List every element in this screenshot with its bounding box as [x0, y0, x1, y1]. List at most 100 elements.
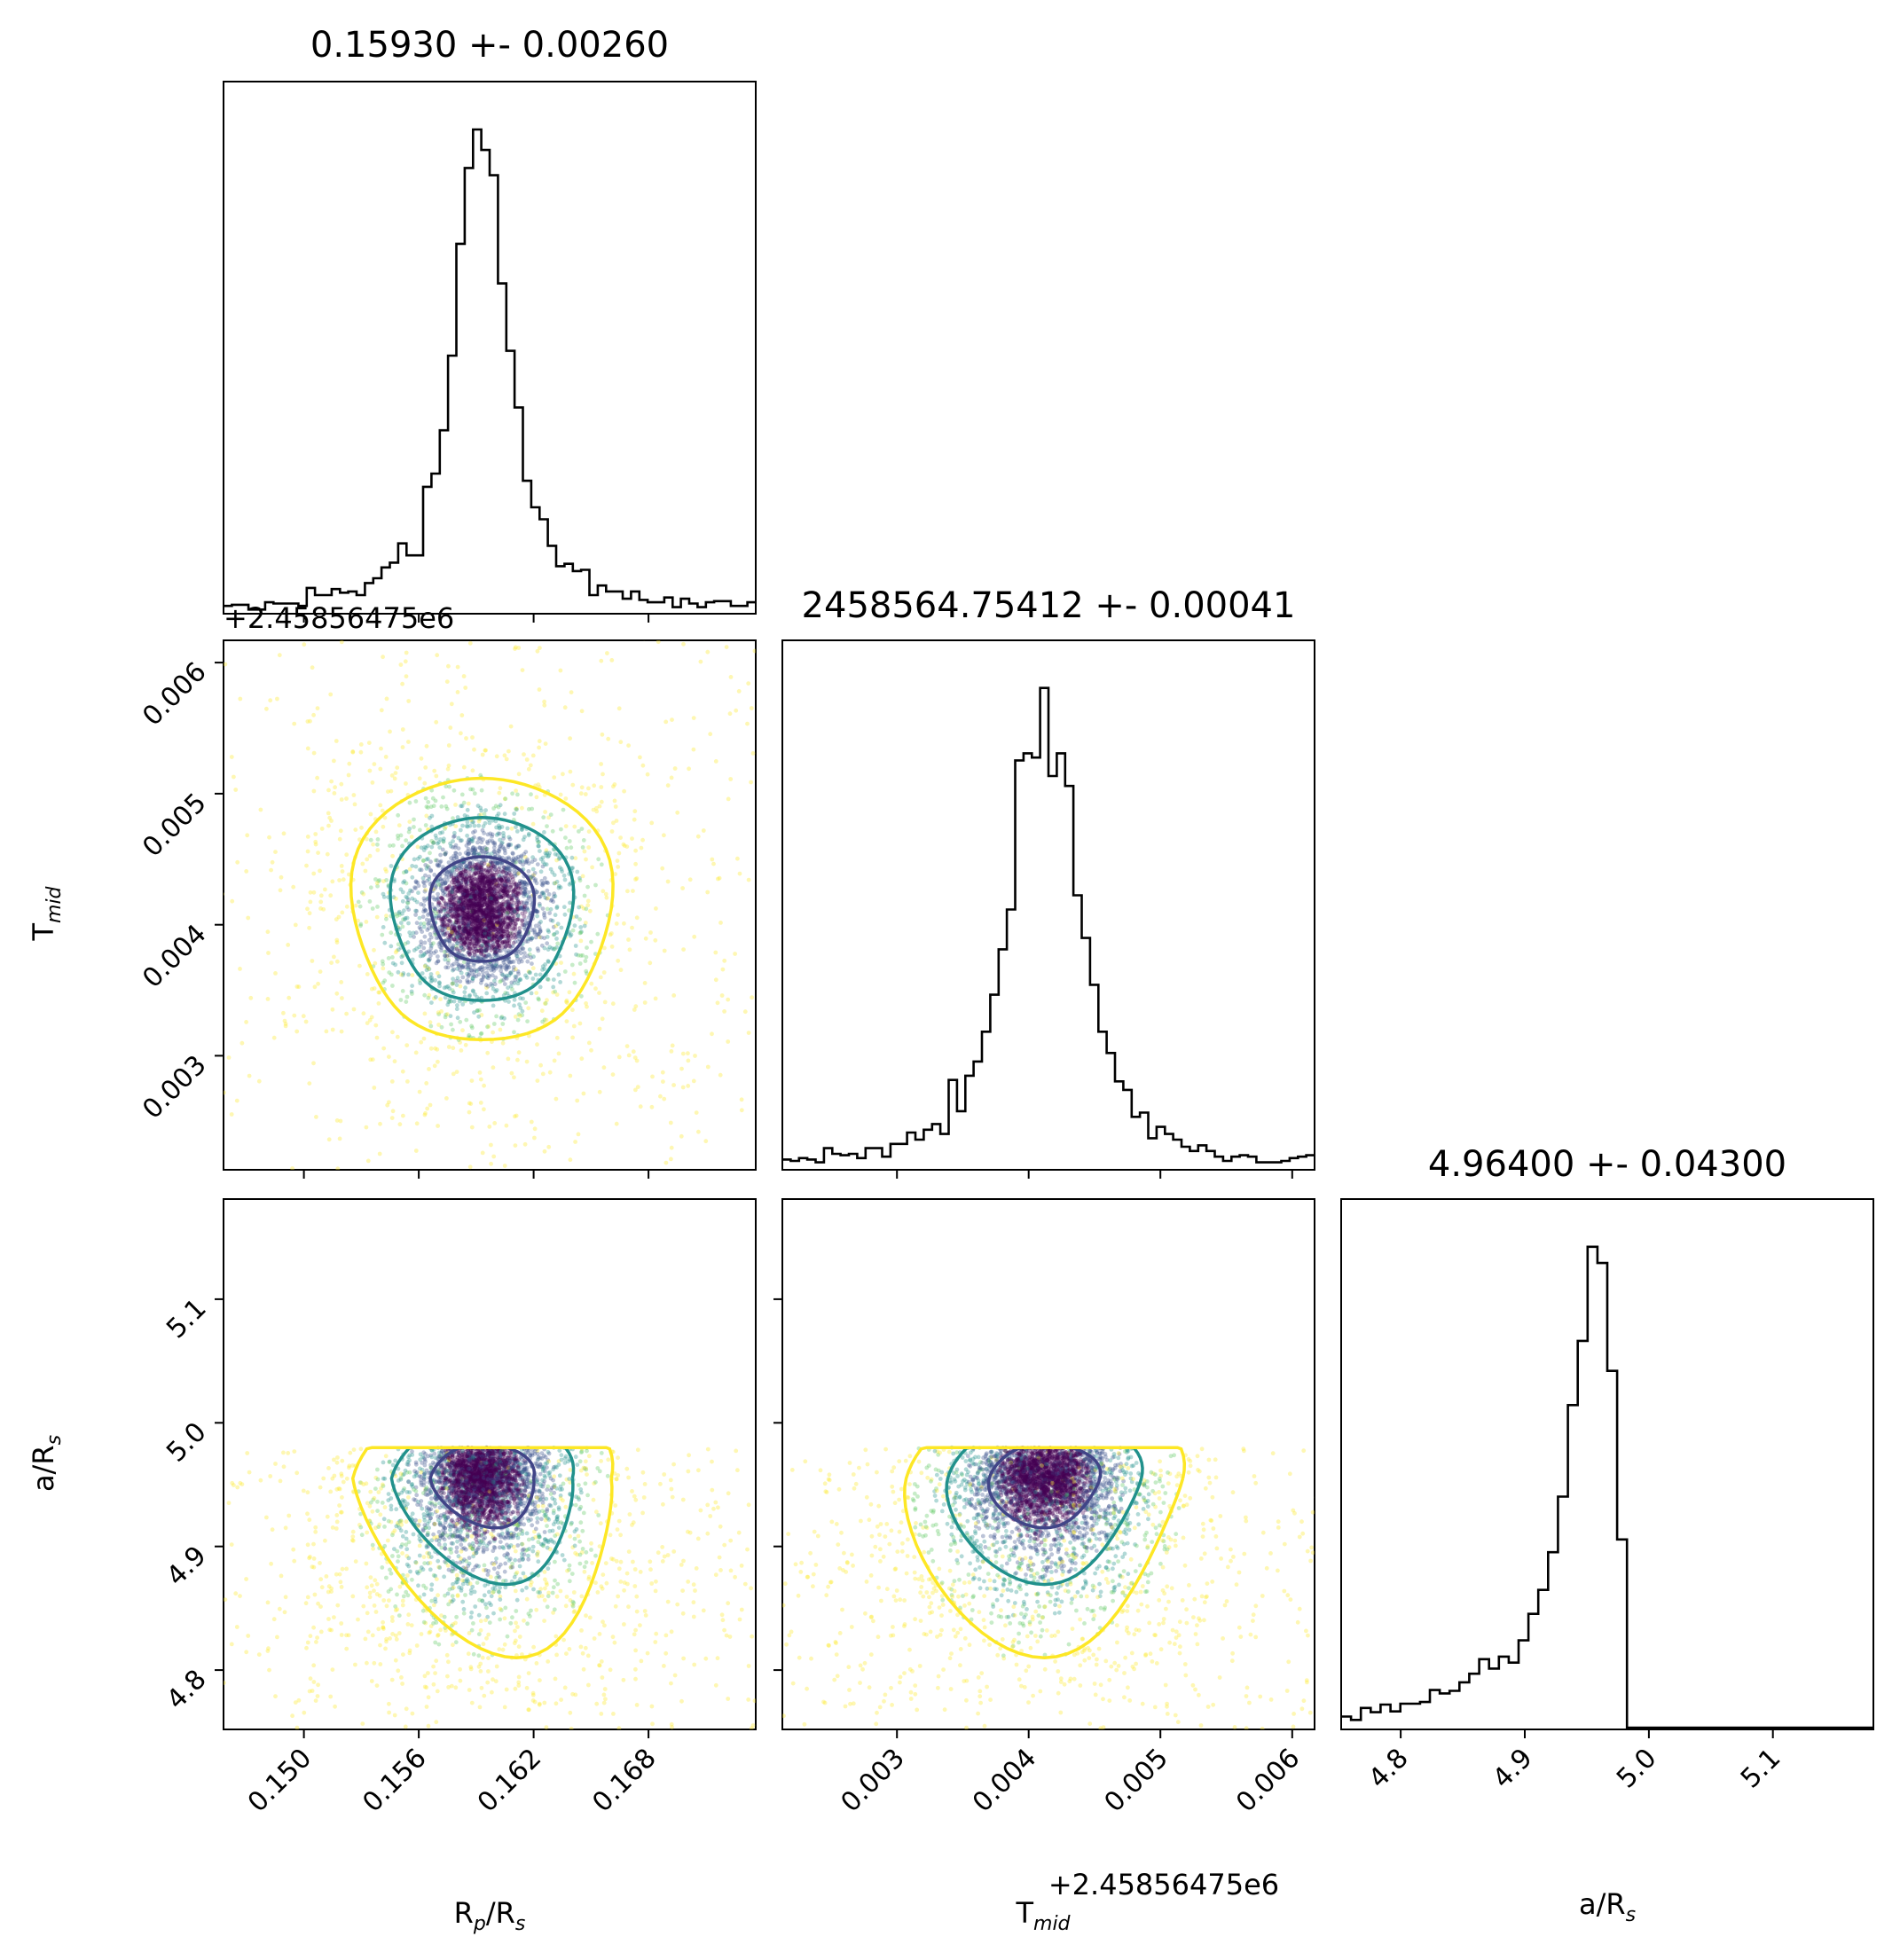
sample-point	[466, 905, 471, 910]
sample-point	[420, 875, 426, 881]
sample-point	[496, 913, 500, 919]
sample-point	[634, 1058, 640, 1063]
sample-point	[508, 906, 514, 911]
sample-point	[337, 878, 342, 882]
sample-point	[499, 868, 504, 874]
sample-point	[334, 940, 340, 945]
sample-point	[497, 911, 502, 916]
sample-point	[463, 686, 468, 690]
sample-point	[488, 906, 493, 912]
sample-point	[475, 909, 481, 914]
sample-point	[476, 819, 482, 824]
sample-point	[424, 968, 429, 973]
sample-point	[671, 993, 677, 998]
sample-point	[485, 878, 491, 883]
sample-point	[470, 926, 475, 931]
sample-point	[388, 729, 392, 734]
sample-point	[344, 796, 349, 801]
sample-point	[423, 765, 428, 770]
sample-point	[507, 916, 513, 921]
sample-point	[502, 848, 507, 853]
sample-point	[471, 916, 476, 921]
sample-point	[429, 1000, 434, 1005]
sample-point	[506, 933, 511, 938]
sample-point	[542, 699, 546, 704]
sample-point	[506, 935, 511, 940]
sample-point	[356, 899, 361, 905]
sample-point	[513, 919, 517, 923]
sample-point	[376, 879, 381, 884]
sample-point	[432, 1063, 437, 1069]
sample-point	[643, 936, 648, 941]
sample-point	[475, 871, 481, 875]
sample-point	[468, 787, 473, 792]
sample-point	[474, 865, 479, 869]
sample-point	[609, 658, 615, 662]
sample-point	[413, 864, 419, 869]
sample-point	[489, 906, 494, 912]
sample-point	[600, 1675, 605, 1680]
sample-point	[433, 1671, 437, 1675]
sample-point	[506, 906, 511, 911]
sample-point	[433, 978, 437, 983]
sample-point	[485, 926, 491, 931]
sample-point	[376, 1001, 381, 1006]
sample-point	[542, 830, 546, 835]
sample-point	[459, 731, 463, 736]
sample-point	[663, 1160, 669, 1165]
sample-point	[509, 907, 514, 913]
sample-point	[469, 915, 475, 921]
sample-point	[398, 833, 404, 838]
sample-point	[578, 925, 584, 929]
sample-point	[404, 895, 410, 900]
sample-point	[583, 959, 588, 963]
sample-point	[591, 807, 596, 812]
sample-point	[472, 916, 477, 921]
sample-point	[441, 924, 445, 929]
sample-point	[455, 941, 460, 945]
sample-point	[610, 1072, 616, 1077]
sample-point	[480, 882, 485, 888]
sample-point	[410, 992, 414, 996]
sample-point	[422, 883, 427, 889]
sample-point	[520, 827, 524, 832]
sample-point	[483, 939, 487, 945]
sample-point	[561, 772, 565, 777]
sample-point	[633, 848, 638, 853]
sample-point	[455, 884, 460, 890]
sample-point	[614, 1121, 619, 1126]
sample-point	[562, 877, 568, 882]
sample-point	[468, 914, 474, 920]
sample-point	[562, 912, 568, 917]
sample-point	[486, 893, 491, 898]
sample-point	[292, 721, 297, 726]
sample-point	[518, 977, 522, 983]
sample-point	[318, 899, 324, 905]
sample-point	[444, 902, 448, 906]
sample-point	[472, 969, 477, 975]
sample-point	[476, 947, 482, 953]
sample-point	[601, 889, 606, 894]
sample-point	[478, 887, 483, 892]
sample-point	[525, 857, 530, 862]
sample-point	[419, 845, 424, 851]
sample-point	[514, 896, 519, 901]
sample-point	[432, 906, 436, 910]
sample-point	[404, 894, 409, 899]
sample-point	[398, 662, 404, 667]
sample-point	[519, 853, 524, 858]
sample-point	[459, 872, 465, 877]
sample-point	[501, 993, 506, 998]
sample-point	[546, 815, 551, 820]
sample-point	[441, 915, 445, 921]
sample-point	[469, 942, 475, 946]
sample-point	[490, 906, 495, 911]
sample-point	[467, 875, 472, 881]
sample-point	[494, 921, 499, 926]
sample-point	[488, 860, 493, 865]
sample-point	[522, 881, 527, 885]
sample-point	[537, 997, 541, 1002]
sample-point	[480, 934, 484, 939]
sample-point	[307, 1517, 312, 1523]
sample-point	[390, 1619, 395, 1623]
